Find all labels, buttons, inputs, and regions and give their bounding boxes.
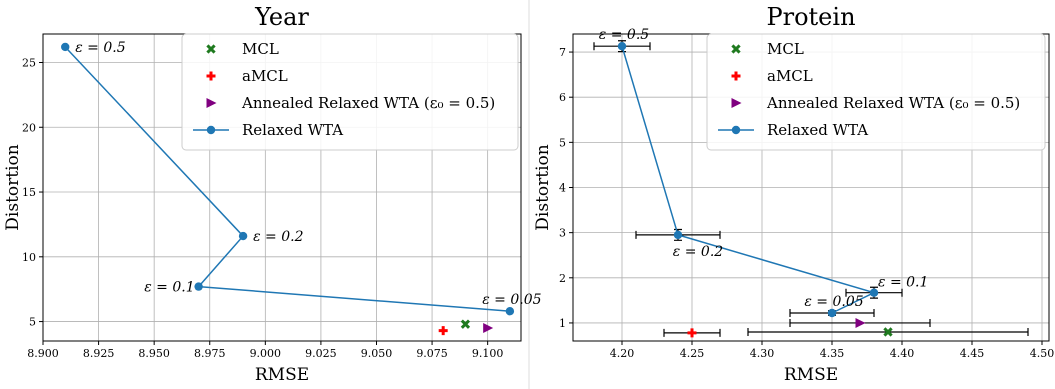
data-point [827, 308, 837, 318]
series-line [64, 46, 510, 312]
legend-label: aMCL [242, 67, 288, 85]
data-point [673, 230, 683, 240]
data-point [617, 41, 627, 51]
x-axis-label: RMSE [784, 365, 838, 385]
y-tick-label: 6 [559, 91, 566, 104]
data-point [460, 319, 471, 329]
y-tick-label: 5 [559, 136, 566, 149]
y-tick-label: 2 [559, 272, 566, 285]
data-point [855, 317, 866, 328]
x-tick-label: 4.35 [820, 347, 845, 360]
y-tick-label: 25 [22, 56, 36, 69]
legend-box [181, 33, 519, 151]
x-tick-label: 4.40 [890, 347, 915, 360]
legend-marker [731, 71, 741, 81]
x-tick-label: 4.45 [960, 347, 985, 360]
y-tick-label: 5 [29, 316, 36, 329]
legend-marker [206, 98, 217, 108]
legend-label: aMCL [767, 67, 813, 85]
x-tick-label: 4.50 [1030, 347, 1055, 360]
legend: MCL aMCL Annealed Relaxed WTA (ε₀ = 0.5) Re… [706, 33, 1046, 151]
x-tick-label: 4.25 [680, 347, 705, 360]
y-tick-label: 10 [22, 251, 36, 264]
data-label: ε = 0.2 [673, 244, 724, 260]
chart-title: Protein [766, 3, 855, 31]
legend-label: Relaxed WTA [242, 121, 343, 139]
series-mcl [747, 327, 1029, 337]
x-tick-label: 9.050 [361, 347, 393, 360]
series-relaxed: ε = 0.5 ε = 0.2 ε = 0.1 ε = 0.05 [61, 40, 542, 316]
data-point [438, 326, 448, 336]
x-tick-label: 9.000 [250, 347, 282, 360]
series-mcl [460, 319, 471, 329]
legend-label: Annealed Relaxed WTA (ε₀ = 0.5) [766, 94, 1020, 112]
y-tick-label: 3 [559, 227, 566, 240]
data-label: ε = 0.1 [878, 275, 928, 291]
data-label: ε = 0.05 [482, 292, 541, 308]
series-annealed [789, 317, 931, 328]
x-axis-label: RMSE [255, 365, 309, 385]
x-tick-label: 8.975 [194, 347, 226, 360]
legend-marker [731, 44, 741, 54]
chart-panel-protein: 4.20 4.25 4.30 4.35 4.40 4.45 4.50 1 2 3 4 5 6 7 Prote… [533, 3, 1054, 385]
x-tick-label: 8.925 [83, 347, 115, 360]
series-relaxed: ε = 0.5 ε = 0.2 ε = 0.1 ε = 0.05 [593, 27, 928, 318]
legend-label: MCL [767, 40, 804, 58]
series-line [621, 45, 877, 314]
x-tick-label: 9.075 [416, 347, 448, 360]
legend: MCL aMCL Annealed Relaxed WTA (ε₀ = 0.5) Re… [181, 33, 519, 151]
x-tick-label: 8.950 [138, 347, 170, 360]
data-label: ε = 0.2 [253, 229, 304, 245]
series-annealed [483, 323, 494, 334]
chart-title: Year [254, 3, 309, 31]
data-point [483, 323, 494, 334]
chart-panel-year: 8.900 8.925 8.950 8.975 9.000 9.025 9.050 9.075… [3, 3, 542, 385]
legend-label: Annealed Relaxed WTA (ε₀ = 0.5) [241, 94, 495, 112]
data-label: ε = 0.05 [804, 294, 863, 310]
y-tick-label: 4 [559, 182, 566, 195]
x-tick-label: 8.900 [27, 347, 59, 360]
legend-marker [206, 125, 216, 135]
y-axis-label: Distortion [3, 144, 23, 230]
y-axis-label: Distortion [533, 144, 553, 230]
y-tick-label: 7 [559, 46, 566, 59]
x-tick-label: 4.20 [610, 347, 635, 360]
legend-marker [206, 44, 216, 54]
legend-box [706, 33, 1046, 151]
data-label: ε = 0.5 [599, 27, 650, 43]
y-tick-label: 15 [22, 186, 36, 199]
legend-marker [206, 71, 216, 81]
x-tick-label: 4.30 [750, 347, 775, 360]
y-tick-label: 20 [22, 121, 36, 134]
data-point [869, 288, 879, 297]
legend-label: Relaxed WTA [767, 121, 868, 139]
data-point [61, 42, 70, 52]
x-tick-label: 9.100 [472, 347, 504, 360]
legend-label: MCL [242, 40, 279, 58]
data-label: ε = 0.1 [144, 280, 194, 296]
data-point [883, 327, 893, 337]
y-tick-label: 1 [559, 317, 566, 330]
x-tick-label: 9.025 [305, 347, 337, 360]
legend-marker [731, 98, 742, 108]
data-point [687, 328, 697, 338]
data-point [238, 231, 248, 241]
series-amcl [663, 328, 721, 338]
data-label: ε = 0.5 [75, 40, 126, 56]
data-point [505, 307, 515, 316]
data-point [194, 282, 203, 291]
series-amcl [438, 326, 448, 336]
legend-marker [731, 125, 741, 135]
